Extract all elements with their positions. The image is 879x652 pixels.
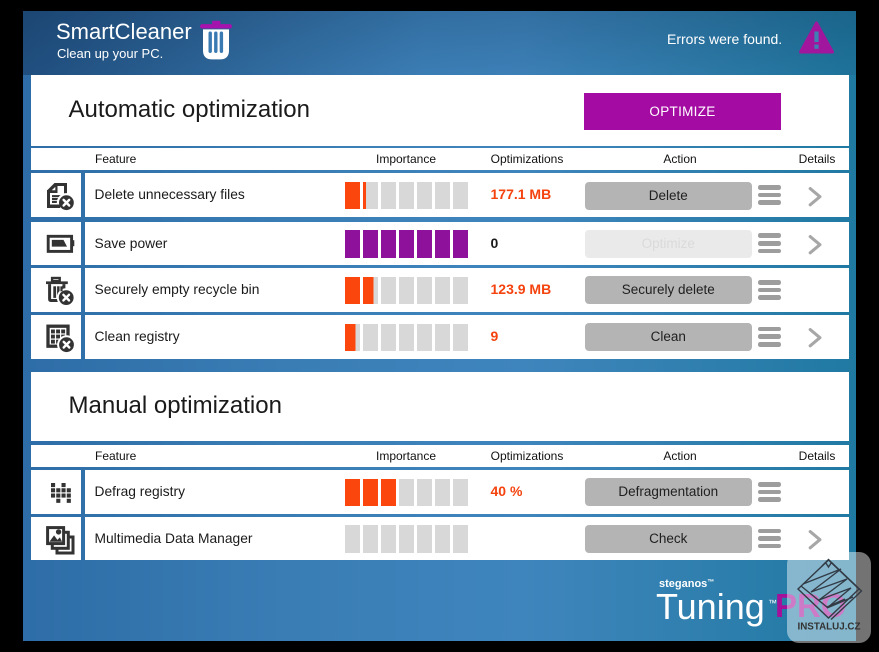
svg-text:INSTALUJ.CZ: INSTALUJ.CZ — [798, 621, 862, 633]
